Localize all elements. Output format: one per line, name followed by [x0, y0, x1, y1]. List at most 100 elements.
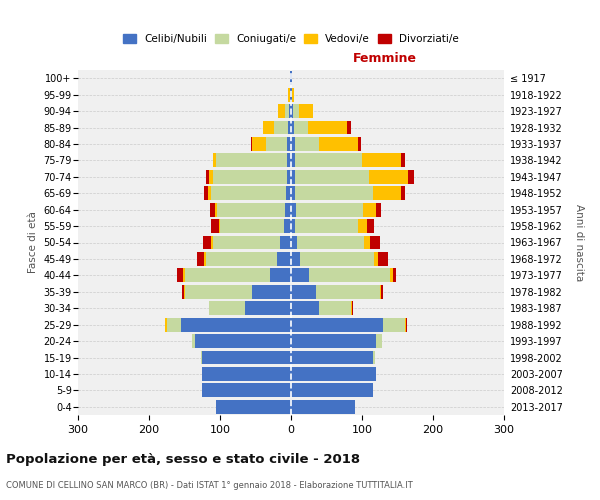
- Bar: [213, 154, 217, 168]
- Bar: [185, 268, 270, 282]
- Y-axis label: Anni di nascita: Anni di nascita: [574, 204, 584, 281]
- Bar: [209, 170, 213, 184]
- Bar: [291, 384, 373, 398]
- Bar: [288, 120, 291, 134]
- Bar: [290, 88, 291, 102]
- Bar: [362, 154, 401, 168]
- Text: COMUNE DI CELLINO SAN MARCO (BR) - Dati ISTAT 1° gennaio 2018 - Elaborazione TUT: COMUNE DI CELLINO SAN MARCO (BR) - Dati …: [6, 481, 413, 490]
- Bar: [291, 400, 355, 414]
- Bar: [195, 334, 291, 348]
- Bar: [364, 236, 370, 250]
- Bar: [373, 350, 375, 364]
- Bar: [291, 219, 295, 233]
- Bar: [284, 104, 289, 118]
- Bar: [406, 318, 407, 332]
- Bar: [299, 252, 374, 266]
- Bar: [287, 137, 291, 151]
- Bar: [166, 318, 167, 332]
- Bar: [291, 120, 294, 134]
- Bar: [202, 384, 291, 398]
- Bar: [289, 104, 291, 118]
- Bar: [364, 202, 376, 216]
- Bar: [284, 202, 291, 216]
- Bar: [245, 301, 291, 315]
- Bar: [203, 236, 211, 250]
- Bar: [404, 318, 406, 332]
- Bar: [369, 170, 408, 184]
- Bar: [358, 219, 367, 233]
- Bar: [295, 154, 362, 168]
- Bar: [380, 285, 381, 299]
- Bar: [270, 268, 291, 282]
- Bar: [211, 236, 213, 250]
- Bar: [291, 202, 296, 216]
- Bar: [381, 285, 383, 299]
- Bar: [167, 318, 181, 332]
- Bar: [291, 334, 376, 348]
- Bar: [291, 350, 373, 364]
- Bar: [401, 186, 404, 200]
- Bar: [291, 71, 292, 85]
- Bar: [202, 350, 291, 364]
- Bar: [291, 104, 293, 118]
- Bar: [291, 268, 309, 282]
- Y-axis label: Fasce di età: Fasce di età: [28, 212, 38, 274]
- Bar: [291, 367, 376, 381]
- Bar: [203, 252, 206, 266]
- Bar: [206, 170, 209, 184]
- Bar: [316, 285, 380, 299]
- Bar: [182, 285, 184, 299]
- Bar: [213, 170, 287, 184]
- Bar: [220, 219, 284, 233]
- Bar: [178, 268, 183, 282]
- Bar: [185, 285, 252, 299]
- Bar: [217, 400, 291, 414]
- Bar: [206, 252, 277, 266]
- Bar: [211, 186, 286, 200]
- Bar: [215, 202, 217, 216]
- Bar: [218, 219, 220, 233]
- Bar: [280, 236, 291, 250]
- Bar: [284, 219, 291, 233]
- Bar: [295, 219, 358, 233]
- Bar: [287, 154, 291, 168]
- Bar: [252, 285, 291, 299]
- Bar: [291, 186, 295, 200]
- Bar: [252, 137, 266, 151]
- Bar: [291, 285, 316, 299]
- Bar: [376, 334, 382, 348]
- Bar: [291, 252, 299, 266]
- Bar: [291, 154, 295, 168]
- Bar: [266, 137, 287, 151]
- Bar: [213, 236, 280, 250]
- Bar: [295, 186, 373, 200]
- Bar: [278, 104, 284, 118]
- Bar: [391, 268, 392, 282]
- Bar: [293, 104, 299, 118]
- Bar: [277, 252, 291, 266]
- Bar: [217, 154, 287, 168]
- Bar: [211, 219, 218, 233]
- Bar: [392, 268, 396, 282]
- Bar: [210, 202, 215, 216]
- Bar: [308, 120, 347, 134]
- Bar: [296, 202, 364, 216]
- Bar: [367, 219, 374, 233]
- Bar: [290, 71, 291, 85]
- Bar: [184, 285, 185, 299]
- Bar: [319, 301, 352, 315]
- Bar: [181, 318, 291, 332]
- Bar: [291, 137, 295, 151]
- Bar: [291, 318, 383, 332]
- Bar: [291, 170, 295, 184]
- Bar: [294, 120, 308, 134]
- Bar: [408, 170, 414, 184]
- Bar: [291, 236, 296, 250]
- Bar: [376, 202, 381, 216]
- Bar: [209, 301, 245, 315]
- Bar: [295, 137, 319, 151]
- Bar: [374, 252, 377, 266]
- Bar: [274, 120, 288, 134]
- Bar: [299, 104, 313, 118]
- Bar: [377, 252, 388, 266]
